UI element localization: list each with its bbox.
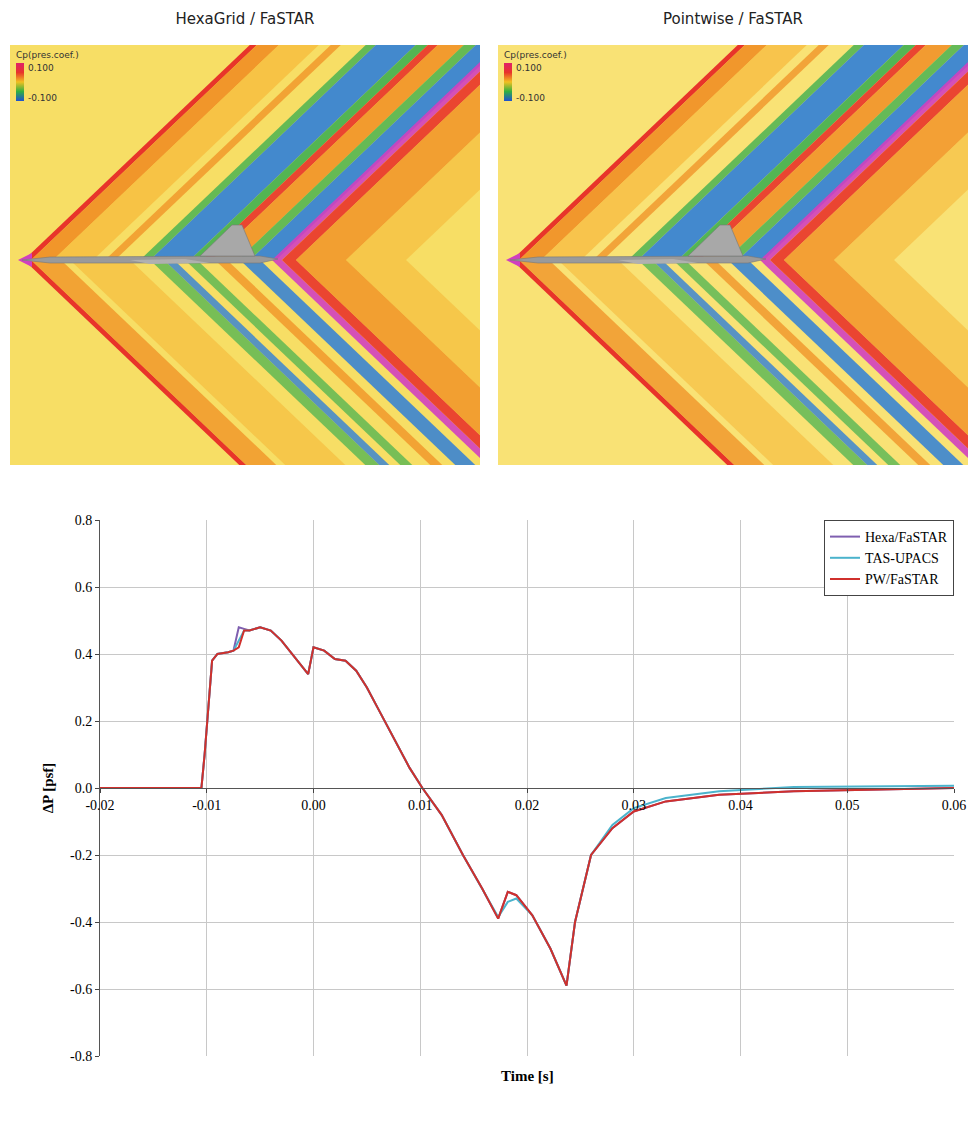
svg-text:0.04: 0.04 xyxy=(728,798,753,813)
svg-text:ΔP [psf]: ΔP [psf] xyxy=(40,763,56,814)
svg-text:0.6: 0.6 xyxy=(75,580,93,595)
svg-text:Pointwise / FaSTAR: Pointwise / FaSTAR xyxy=(663,10,803,28)
svg-text:-0.2: -0.2 xyxy=(70,848,92,863)
svg-text:0.100: 0.100 xyxy=(516,63,542,73)
svg-text:0.8: 0.8 xyxy=(75,513,93,528)
svg-text:0.2: 0.2 xyxy=(75,714,93,729)
svg-text:Hexa/FaSTAR: Hexa/FaSTAR xyxy=(865,530,948,545)
svg-text:-0.6: -0.6 xyxy=(70,982,92,997)
svg-text:0.05: 0.05 xyxy=(835,798,860,813)
svg-text:-0.4: -0.4 xyxy=(70,915,92,930)
svg-text:0.100: 0.100 xyxy=(28,63,54,73)
svg-text:0.02: 0.02 xyxy=(515,798,540,813)
svg-text:0.0: 0.0 xyxy=(75,781,93,796)
svg-text:0.06: 0.06 xyxy=(942,798,967,813)
svg-text:0.4: 0.4 xyxy=(75,647,93,662)
svg-text:HexaGrid / FaSTAR: HexaGrid / FaSTAR xyxy=(175,10,314,28)
svg-text:-0.8: -0.8 xyxy=(70,1049,92,1064)
svg-text:Cp(pres.coef.): Cp(pres.coef.) xyxy=(16,50,79,60)
svg-text:PW/FaSTAR: PW/FaSTAR xyxy=(865,572,939,587)
svg-text:-0.02: -0.02 xyxy=(85,798,114,813)
svg-text:TAS-UPACS: TAS-UPACS xyxy=(865,551,939,566)
svg-text:-0.01: -0.01 xyxy=(192,798,221,813)
svg-text:0.00: 0.00 xyxy=(301,798,326,813)
svg-text:0.01: 0.01 xyxy=(408,798,433,813)
svg-text:-0.100: -0.100 xyxy=(516,93,545,103)
svg-text:0.03: 0.03 xyxy=(622,798,647,813)
svg-text:Time [s]: Time [s] xyxy=(501,1068,554,1084)
svg-text:-0.100: -0.100 xyxy=(28,93,57,103)
svg-text:Cp(pres.coef.): Cp(pres.coef.) xyxy=(504,50,567,60)
